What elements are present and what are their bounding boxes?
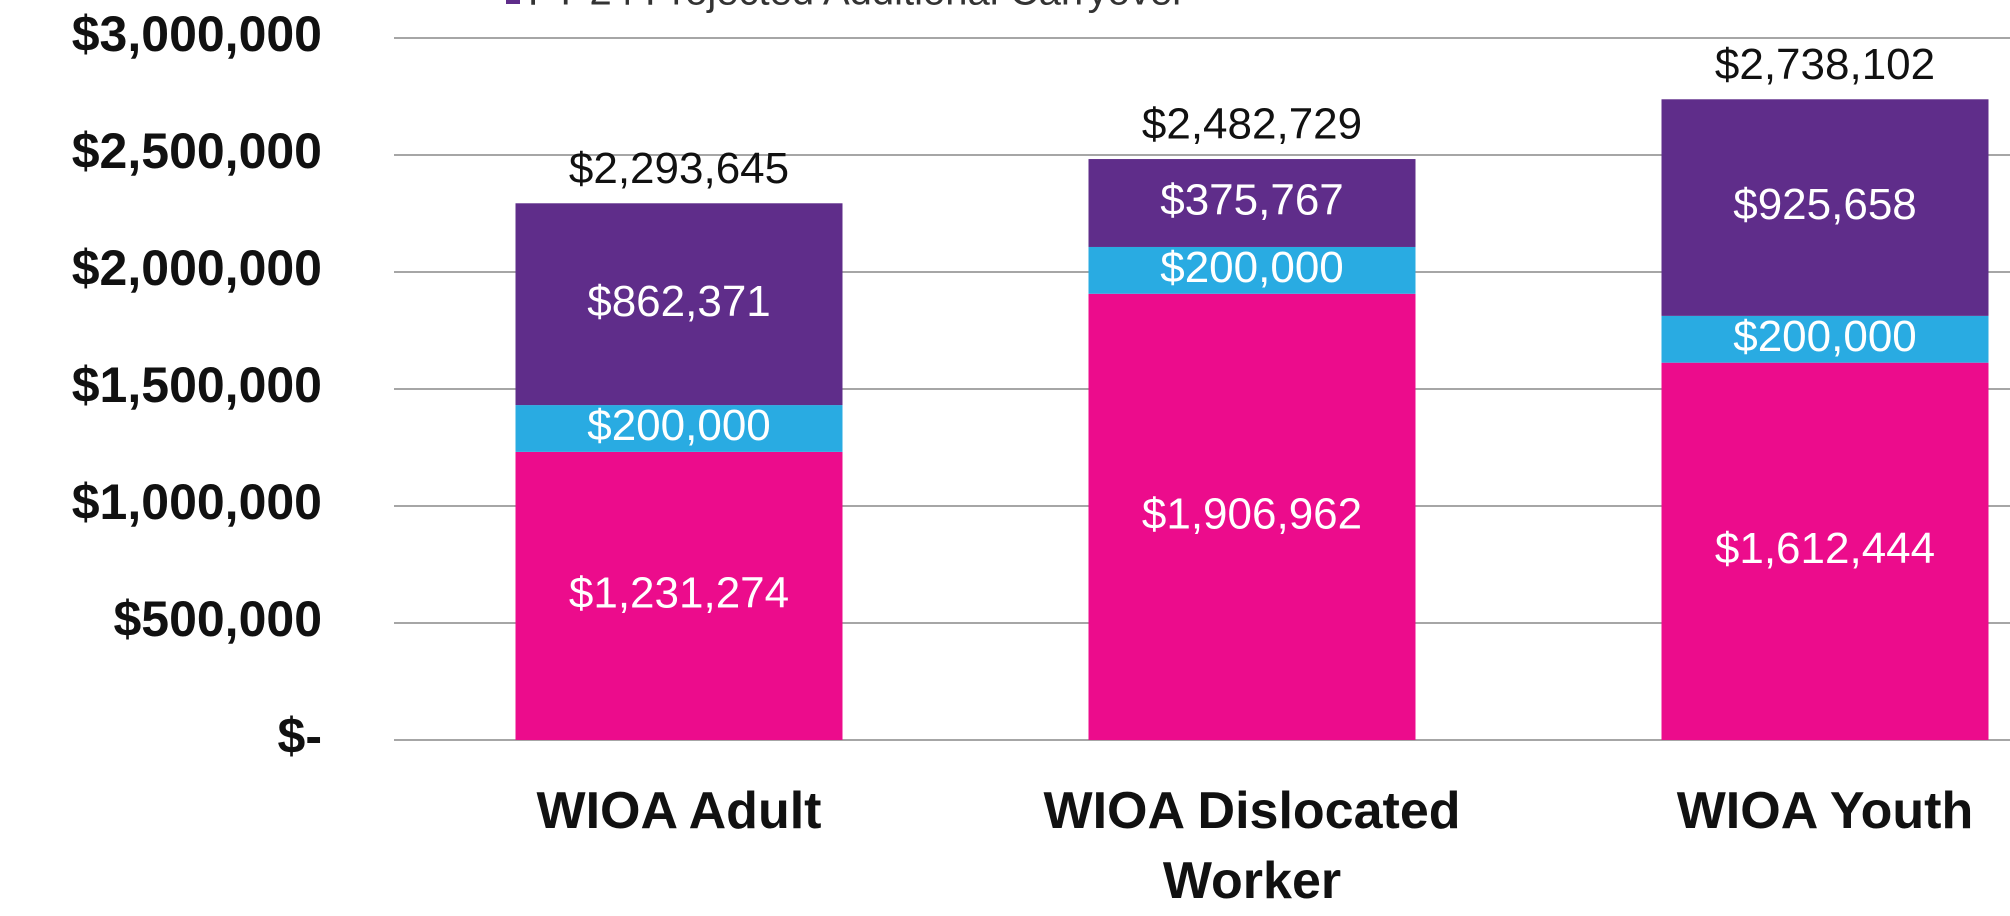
bar-segment [1088,246,1416,294]
value-label: $1,231,274 [569,569,789,618]
total-label: $2,482,729 [1142,100,1362,149]
y-tick-label: $3,000,000 [72,6,322,62]
value-label: $200,000 [1160,243,1344,292]
y-tick-label: $- [278,708,322,764]
y-tick-label: $2,500,000 [72,123,322,179]
legend-swatch [506,0,520,4]
bar-segment [1661,99,1989,316]
x-tick-label: WIOA Adult [536,782,822,840]
y-tick-label: $500,000 [113,591,322,647]
value-label: $862,371 [587,277,771,326]
x-tick-label: WIOA Dislocated Worker [1043,782,1461,910]
total-label: $2,293,645 [569,144,789,193]
bar-segment [1088,293,1416,740]
y-tick-label: $2,000,000 [72,240,322,296]
y-tick-label: $1,500,000 [72,357,322,413]
value-label: $925,658 [1733,180,1917,229]
value-label: $200,000 [1733,312,1917,361]
value-label: $375,767 [1160,176,1344,225]
value-label: $1,612,444 [1715,524,1935,573]
bar-segment [1661,315,1989,363]
bar-segment [1661,362,1989,740]
bar-segment [515,405,843,452]
x-tick-label: WIOA Youth [1676,782,1974,840]
total-label: $2,738,102 [1715,40,1935,89]
bar-segment [515,451,843,740]
legend-label: FY 24 Projected Additional Carryover [528,0,1185,14]
bar-segment [1088,159,1416,247]
y-tick-label: $1,000,000 [72,474,322,530]
value-label: $1,906,962 [1142,490,1362,539]
value-label: $200,000 [587,401,771,450]
bar-segment [515,203,843,406]
